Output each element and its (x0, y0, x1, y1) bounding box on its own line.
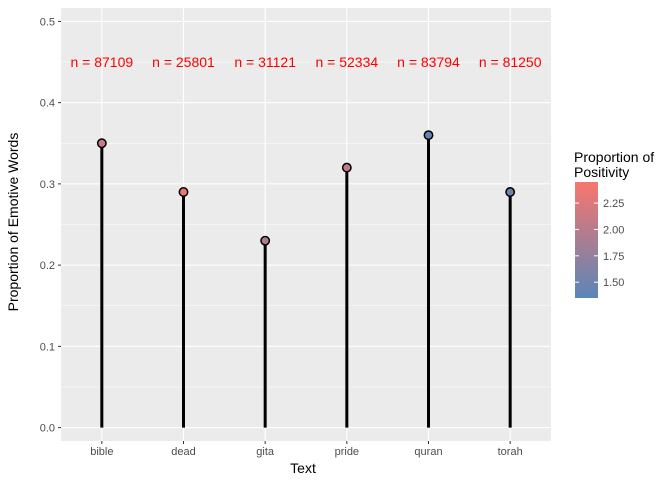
point-dead (178, 187, 189, 197)
y-tick-label: 0.5 (40, 16, 55, 28)
point-torah (505, 187, 516, 197)
point-pride (341, 162, 352, 173)
points (96, 130, 516, 246)
x-tick-label-torah: torah (498, 446, 523, 458)
point-gita (260, 235, 271, 246)
count-label-bible: n = 87109 (70, 54, 133, 70)
point-bible (96, 138, 107, 149)
y-tick-label: 0.1 (40, 341, 55, 353)
count-label-quran: n = 83794 (397, 54, 460, 70)
x-tick-label-pride: pride (335, 446, 359, 458)
legend-title-line-2: Positivity (574, 164, 629, 180)
y-tick-label: 0.3 (40, 179, 55, 191)
count-label-gita: n = 31121 (234, 54, 296, 70)
legend-tick-label: 2.00 (603, 224, 624, 236)
legend-tick-label: 1.75 (603, 251, 624, 263)
point-quran (423, 130, 434, 141)
stems (100, 135, 512, 428)
y-tick-label: 0.2 (40, 260, 55, 272)
x-tick-label-gita: gita (256, 446, 275, 458)
count-label-torah: n = 81250 (479, 54, 542, 70)
x-tick-label-quran: quran (414, 446, 442, 458)
y-axis-title: Proportion of Emotive Words (5, 133, 21, 312)
y-tick-label: 0.0 (40, 423, 55, 435)
count-label-pride: n = 52334 (315, 54, 378, 70)
grid-minor (61, 61, 551, 388)
legend-title-line-1: Proportion of (574, 149, 654, 165)
x-tick-label-bible: bible (90, 446, 113, 458)
legend-tick-label: 2.25 (603, 198, 624, 210)
count-label-dead: n = 25801 (152, 54, 215, 70)
x-axis-ticks: bible dead gita pride quran torah (90, 441, 523, 458)
x-tick-label-dead: dead (171, 446, 195, 458)
x-axis-title: Text (290, 460, 316, 476)
legend-ticks: 1.50 1.75 2.00 2.25 (575, 198, 624, 289)
legend: Proportion of Positivity 1.50 1.75 2.00 2.2… (574, 149, 654, 298)
y-tick-label: 0.4 (40, 98, 55, 110)
legend-tick-label: 1.50 (603, 277, 624, 289)
legend-colorbar (575, 182, 598, 298)
count-labels: n = 87109 n = 25801 n = 31121 n = 52334 n = … (70, 54, 541, 70)
y-axis-ticks: 0.0 0.1 0.2 0.3 0.4 0.5 (40, 16, 61, 435)
